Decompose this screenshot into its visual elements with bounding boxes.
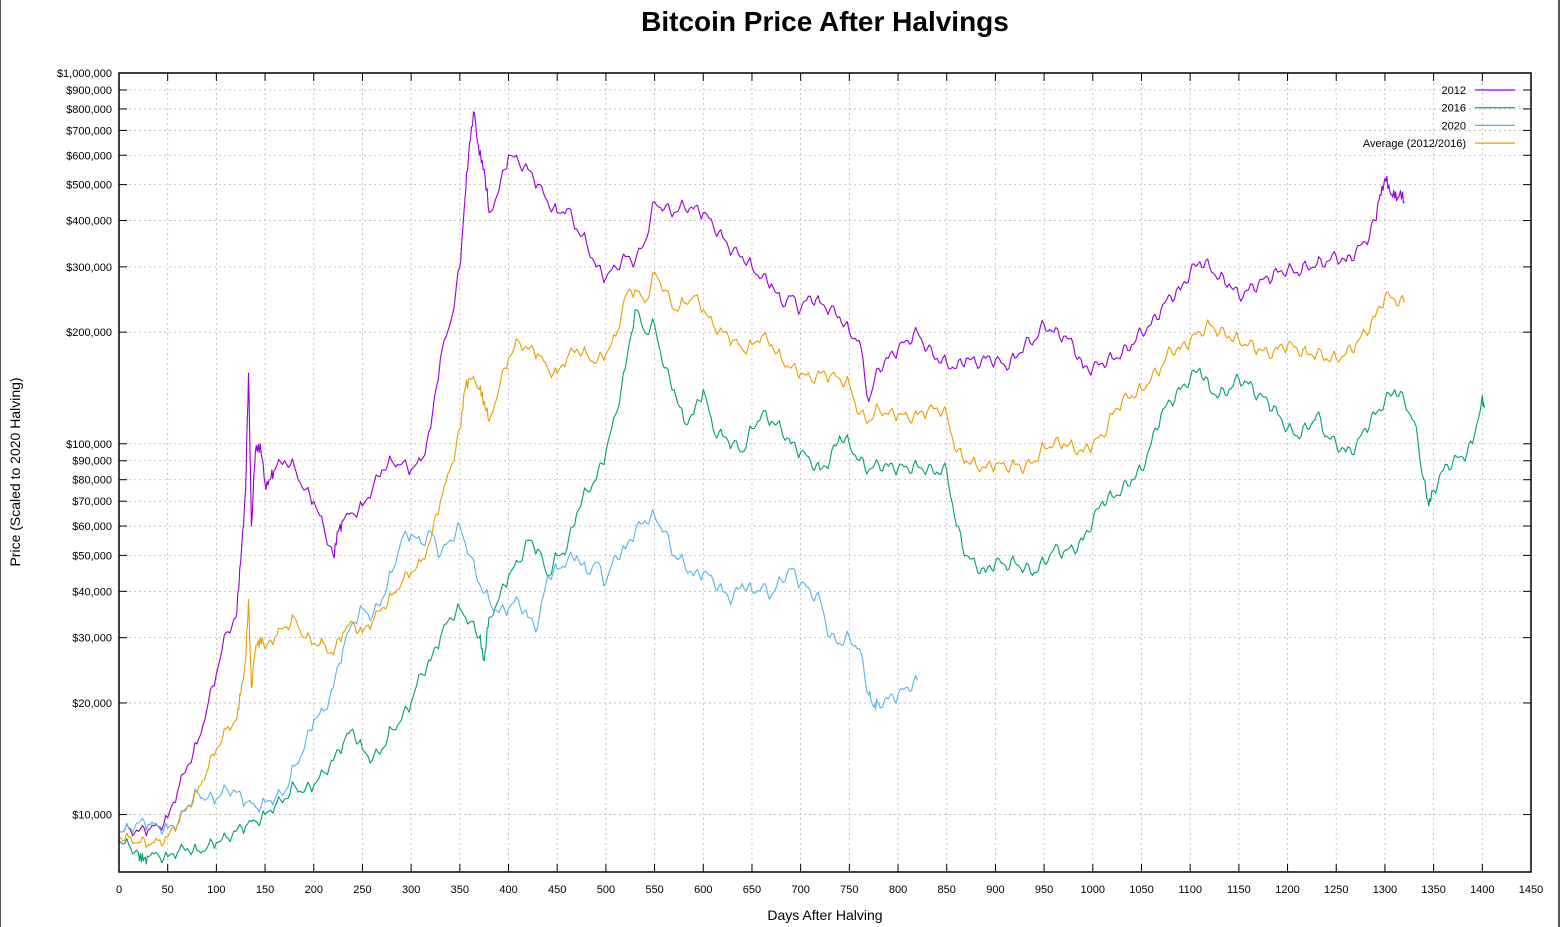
y-tick-label: $90,000 — [72, 456, 112, 468]
x-tick-label: 950 — [1035, 884, 1053, 896]
legend-label-average-2012-2016: Average (2012/2016) — [1363, 138, 1466, 150]
x-tick-label: 800 — [889, 884, 907, 896]
legend-label-2012: 2012 — [1442, 85, 1466, 97]
x-tick-label: 1400 — [1470, 884, 1494, 896]
series-line-2016 — [118, 309, 1485, 865]
x-tick-label: 500 — [597, 884, 615, 896]
x-tick-label: 450 — [548, 884, 566, 896]
legend: 2012 2016 2020 Average (2012/2016) — [1363, 85, 1515, 150]
y-tick-labels: $10,000 $20,000 $30,000 $40,000 $50,000 $60,0… — [57, 68, 112, 822]
legend-label-2020: 2020 — [1442, 120, 1466, 132]
x-tick-label: 1100 — [1178, 884, 1202, 896]
grid — [119, 72, 1531, 872]
left-border — [0, 0, 1, 927]
x-tick-labels: 0 50 100 150 200 250 300 350 400 450 500 550 600 650 7… — [116, 884, 1543, 896]
y-tick-label: $900,000 — [66, 85, 112, 97]
x-tick-label: 550 — [645, 884, 663, 896]
x-tick-label: 650 — [743, 884, 761, 896]
x-tick-label: 1150 — [1227, 884, 1251, 896]
y-tick-label: $1,000,000 — [57, 68, 112, 80]
x-tick-label: 150 — [256, 884, 274, 896]
series-layer — [118, 111, 1485, 865]
x-tick-label: 850 — [938, 884, 956, 896]
x-tick-label: 400 — [499, 884, 517, 896]
y-tick-label: $30,000 — [72, 633, 112, 645]
y-tick-label: $700,000 — [66, 125, 112, 137]
x-tick-label: 1000 — [1081, 884, 1105, 896]
right-border — [1558, 0, 1560, 927]
x-tick-label: 350 — [451, 884, 469, 896]
legend-label-2016: 2016 — [1442, 103, 1466, 115]
x-tick-label: 900 — [986, 884, 1004, 896]
plot-frame — [118, 72, 1532, 873]
x-tick-label: 700 — [791, 884, 809, 896]
y-tick-label: $80,000 — [72, 475, 112, 487]
y-tick-label: $20,000 — [72, 698, 112, 710]
y-tick-label: $70,000 — [72, 496, 112, 508]
y-tick-label: $300,000 — [66, 262, 112, 274]
x-tick-label: 600 — [694, 884, 712, 896]
x-tick-label: 1350 — [1421, 884, 1445, 896]
y-tick-label: $50,000 — [72, 550, 112, 562]
y-axis-label: Price (Scaled to 2020 Halving) — [7, 377, 23, 566]
y-tick-label: $40,000 — [72, 586, 112, 598]
x-tick-label: 250 — [353, 884, 371, 896]
x-tick-label: 100 — [207, 884, 225, 896]
y-tick-label: $400,000 — [66, 216, 112, 228]
y-tick-label: $100,000 — [66, 439, 112, 451]
x-tick-label: 50 — [162, 884, 174, 896]
series-line-2020 — [118, 509, 919, 835]
x-tick-label: 750 — [840, 884, 858, 896]
x-axis-label: Days After Halving — [767, 907, 882, 923]
x-tick-label: 200 — [305, 884, 323, 896]
x-tick-label: 1250 — [1324, 884, 1348, 896]
x-tick-label: 300 — [402, 884, 420, 896]
x-tick-label: 1300 — [1373, 884, 1397, 896]
x-tick-label: 1050 — [1129, 884, 1153, 896]
y-tick-label: $600,000 — [66, 150, 112, 162]
x-tick-label: 0 — [116, 884, 122, 896]
y-tick-label: $60,000 — [72, 521, 112, 533]
y-tick-label: $500,000 — [66, 180, 112, 192]
chart-title: Bitcoin Price After Halvings — [641, 6, 1009, 37]
y-tick-label: $10,000 — [72, 810, 112, 822]
y-tick-label: $200,000 — [66, 327, 112, 339]
series-line-average-2012-2016 — [118, 271, 1405, 849]
x-tick-label: 1450 — [1519, 884, 1543, 896]
x-tick-label: 1200 — [1275, 884, 1299, 896]
tick-marks — [118, 72, 1532, 872]
y-tick-label: $800,000 — [66, 104, 112, 116]
series-line-2012 — [118, 111, 1405, 837]
